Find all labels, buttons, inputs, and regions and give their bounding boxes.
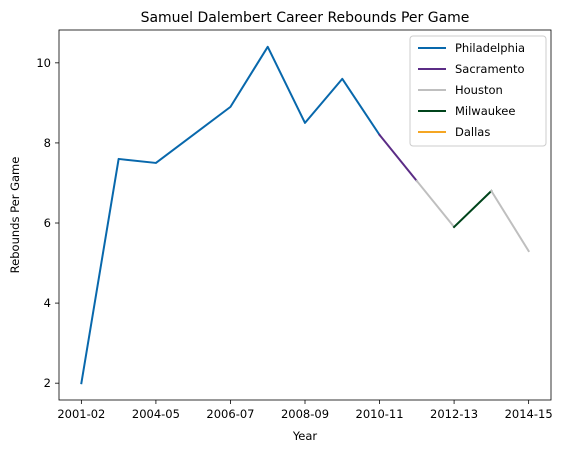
series-line-philadelphia-0 (80, 45, 381, 385)
x-tick-label: 2004-05 (132, 407, 180, 421)
legend-label-sacramento: Sacramento (455, 62, 525, 76)
x-tick-label: 2001-02 (57, 407, 105, 421)
x-axis-ticks: 2001-02 2004-05 2006-07 2008-09 2010-11 2012-… (57, 400, 553, 421)
y-tick-label: 6 (44, 216, 51, 230)
x-tick-label: 2010-11 (356, 407, 404, 421)
legend-box (409, 35, 547, 147)
y-tick-label: 8 (44, 136, 51, 150)
legend-label-philadelphia: Philadelphia (455, 41, 525, 55)
legend-label-dallas: Dallas (455, 125, 490, 139)
y-axis-ticks: 2 4 6 8 10 (36, 56, 59, 390)
x-tick-label: 2006-07 (206, 407, 254, 421)
series-lines (80, 45, 531, 385)
y-axis-label: Rebounds Per Game (8, 157, 22, 274)
series-line-sacramento-1 (378, 133, 419, 183)
x-tick-label: 2008-09 (281, 407, 329, 421)
y-tick-label: 2 (44, 376, 51, 390)
legend-label-houston: Houston (455, 83, 503, 97)
series-line-milwaukee-3 (452, 189, 493, 229)
series-line-houston-2 (415, 179, 456, 229)
chart-title: Samuel Dalembert Career Rebounds Per Gam… (141, 10, 470, 26)
legend-label-milwaukee: Milwaukee (455, 104, 515, 118)
x-tick-label: 2014-15 (505, 407, 553, 421)
legend: Philadelphia Sacramento Houston Milwaukee Da… (409, 35, 547, 147)
y-tick-label: 10 (36, 56, 51, 70)
series-line-segment-5 (489, 189, 531, 253)
x-tick-label: 2012-13 (430, 407, 478, 421)
x-axis-label: Year (292, 429, 318, 443)
y-tick-label: 4 (44, 296, 51, 310)
